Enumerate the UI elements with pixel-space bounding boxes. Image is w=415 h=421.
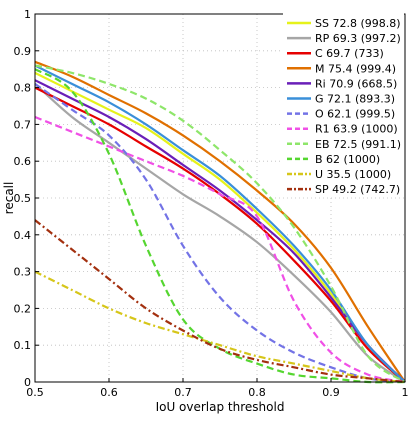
x-tick-label: 0.8 bbox=[248, 386, 266, 399]
y-tick-label: 0.4 bbox=[14, 229, 32, 242]
x-axis-label: IoU overlap threshold bbox=[156, 400, 285, 414]
legend-label: SS 72.8 (998.8) bbox=[315, 17, 401, 30]
series-line-11 bbox=[34, 219, 406, 384]
series-line-9 bbox=[34, 68, 406, 384]
legend-label: C 69.7 (733) bbox=[315, 47, 384, 60]
y-tick-label: 0.8 bbox=[14, 82, 32, 95]
y-tick-label: 0.3 bbox=[14, 266, 32, 279]
x-tick-label: 0.9 bbox=[322, 386, 340, 399]
y-tick-label: 0.9 bbox=[14, 45, 32, 58]
legend-label: M 75.4 (999.4) bbox=[315, 62, 396, 75]
series-line-10 bbox=[34, 270, 406, 384]
series-lines bbox=[34, 60, 406, 384]
y-axis-label: recall bbox=[2, 182, 16, 215]
series-line-1 bbox=[34, 83, 406, 383]
legend-label: SP 49.2 (742.7) bbox=[315, 183, 400, 196]
legend-label: G 72.1 (893.3) bbox=[315, 93, 395, 106]
x-tick-label: 0.6 bbox=[100, 386, 118, 399]
series-line-3 bbox=[34, 60, 406, 383]
y-tick-label: 0.6 bbox=[14, 155, 32, 168]
y-tick-label: 0.2 bbox=[14, 302, 32, 315]
legend-label: Ri 70.9 (668.5) bbox=[315, 77, 397, 90]
y-tick-label: 0.7 bbox=[14, 118, 32, 131]
axis-ticks: 0.5 0.6 0.7 0.8 0.9 1 0 0.1 0.2 0.3 0.4 0.5 0.6 0.7 0.… bbox=[14, 8, 409, 399]
legend-label: R1 63.9 (1000) bbox=[315, 123, 398, 136]
series-line-8 bbox=[34, 64, 406, 383]
legend: SS 72.8 (998.8) RP 69.3 (997.2) C 69.7 (73… bbox=[283, 12, 404, 196]
series-line-7 bbox=[34, 115, 406, 384]
x-tick-label: 0.5 bbox=[26, 386, 44, 399]
y-tick-label: 1 bbox=[24, 8, 31, 21]
y-tick-label: 0 bbox=[24, 376, 31, 389]
y-tick-label: 0.1 bbox=[14, 339, 32, 352]
legend-label: EB 72.5 (991.1) bbox=[315, 138, 401, 151]
series-line-6 bbox=[34, 82, 406, 384]
x-tick-label: 1 bbox=[402, 386, 409, 399]
legend-label: O 62.1 (999.5) bbox=[315, 108, 395, 121]
x-tick-label: 0.7 bbox=[174, 386, 192, 399]
legend-label: B 62 (1000) bbox=[315, 153, 380, 166]
y-tick-label: 0.5 bbox=[14, 192, 32, 205]
legend-label: RP 69.3 (997.2) bbox=[315, 32, 401, 45]
legend-background bbox=[283, 12, 404, 196]
series-line-4 bbox=[34, 79, 406, 383]
legend-label: U 35.5 (1000) bbox=[315, 168, 391, 181]
